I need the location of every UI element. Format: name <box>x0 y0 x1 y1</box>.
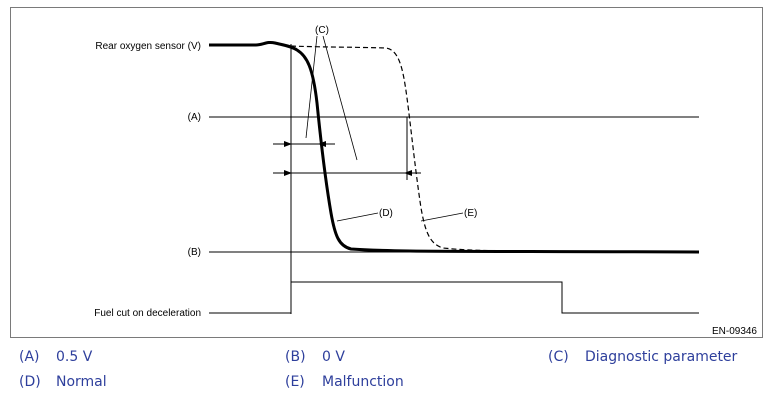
label-d: (D) <box>379 208 393 219</box>
label-a: (A) <box>188 112 201 123</box>
legend-key: (D) <box>19 374 41 390</box>
legend: (A) 0.5 V (B) 0 V (C) Diagnostic parameter … <box>0 346 772 400</box>
legend-key: (C) <box>548 349 569 365</box>
malfunction-curve <box>290 45 700 253</box>
legend-key: (A) <box>19 349 40 365</box>
c-leader-1 <box>305 35 318 139</box>
legend-text: 0.5 V <box>56 349 93 365</box>
label-b: (B) <box>188 247 201 258</box>
legend-key: (E) <box>285 374 305 390</box>
legend-text: Normal <box>56 374 107 390</box>
legend-item-e: (E) Malfunction <box>285 374 404 390</box>
legend-item-c: (C) Diagnostic parameter <box>548 349 737 365</box>
legend-item-a: (A) 0.5 V <box>19 349 92 365</box>
fuel-cut-label: Fuel cut on deceleration <box>94 308 201 319</box>
e-leader <box>420 212 464 222</box>
legend-item-b: (B) 0 V <box>285 349 345 365</box>
c-leader-2 <box>322 35 358 161</box>
legend-key: (B) <box>285 349 306 365</box>
rear-oxygen-sensor-label: Rear oxygen sensor (V) <box>95 41 201 52</box>
label-e: (E) <box>464 208 477 219</box>
legend-item-d: (D) Normal <box>19 374 107 390</box>
diagram-canvas: Rear oxygen sensor (V) (A) (B) (C) (D) (… <box>94 25 757 337</box>
timing-diagram: Rear oxygen sensor (V) (A) (B) (C) (D) (… <box>10 7 763 338</box>
legend-text: 0 V <box>322 349 345 365</box>
normal-curve <box>209 40 700 254</box>
fuel-cut-signal <box>209 281 699 314</box>
legend-text: Diagnostic parameter <box>585 349 738 365</box>
legend-text: Malfunction <box>322 374 404 390</box>
figure-code: EN-09346 <box>712 326 757 337</box>
label-c: (C) <box>315 25 329 36</box>
d-leader <box>336 212 379 222</box>
